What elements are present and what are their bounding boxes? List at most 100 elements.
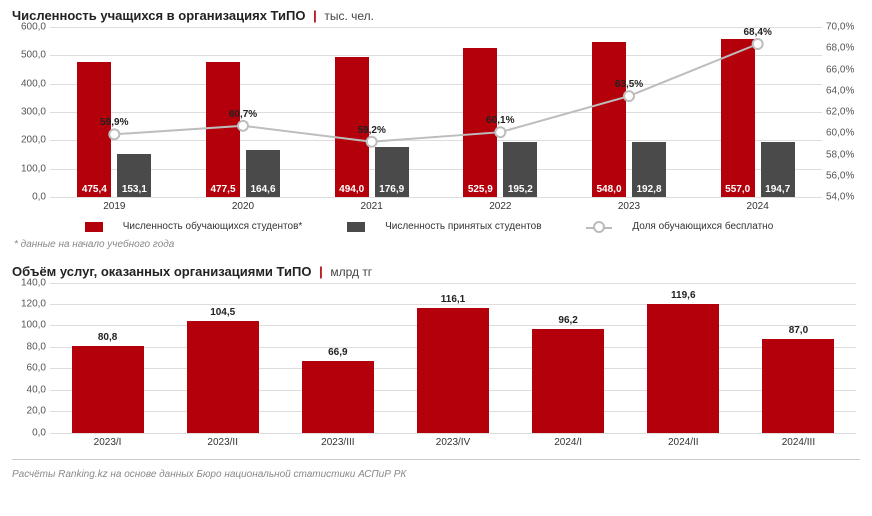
y-left-tick: 140,0	[12, 277, 46, 288]
bar-value: 176,9	[375, 184, 409, 195]
x-label: 2023/III	[321, 437, 354, 448]
y-left-tick: 20,0	[12, 406, 46, 417]
chart2-plot: 80,8 104,5 66,9 116,1 96,2 119,6 87,0	[50, 283, 856, 434]
bar-volume: 80,8	[72, 346, 144, 433]
bar-value: 194,7	[761, 184, 795, 195]
bar-group: 475,4 153,1	[77, 62, 151, 197]
bar-value: 475,4	[77, 184, 111, 195]
bar-value: 87,0	[762, 325, 834, 336]
y-left-tick: 100,0	[12, 163, 46, 174]
y-right-tick: 66,0%	[826, 64, 860, 75]
bar-volume: 87,0	[762, 339, 834, 432]
gridline	[50, 169, 822, 170]
x-label: 2023	[618, 201, 640, 212]
bar-studying: 475,4	[77, 62, 111, 197]
x-label: 2024	[747, 201, 769, 212]
chart2-title: Объём услуг, оказанных организациями ТиП…	[12, 264, 311, 279]
bar-volume: 96,2	[532, 329, 604, 432]
bar-volume: 116,1	[417, 308, 489, 432]
bar-value: 557,0	[721, 184, 755, 195]
chart1-title: Численность учащихся в организациях ТиПО	[12, 8, 305, 23]
y-right-tick: 54,0%	[826, 192, 860, 203]
footer-divider: Расчёты Ranking.kz на основе данных Бюро…	[12, 459, 860, 482]
gridline	[50, 55, 822, 56]
bar-value: 494,0	[335, 184, 369, 195]
y-left-tick: 300,0	[12, 107, 46, 118]
gridline	[50, 433, 856, 434]
bar-admitted: 176,9	[375, 147, 409, 197]
bar-value: 96,2	[532, 315, 604, 326]
bar-volume: 104,5	[187, 321, 259, 433]
bar-value: 195,2	[503, 184, 537, 195]
bar-volume: 119,6	[647, 304, 719, 432]
x-label: 2024/II	[668, 437, 699, 448]
y-left-tick: 40,0	[12, 384, 46, 395]
bar-admitted: 164,6	[246, 150, 280, 197]
x-label: 2024/I	[554, 437, 582, 448]
x-label: 2022	[489, 201, 511, 212]
y-right-tick: 64,0%	[826, 85, 860, 96]
chart1-unit: тыс. чел.	[324, 9, 374, 23]
bar-value: 116,1	[417, 294, 489, 305]
x-label: 2023/I	[94, 437, 122, 448]
gridline	[50, 197, 822, 198]
chart2-unit: млрд тг	[330, 265, 372, 279]
chart2-xaxis: 2023/I 2023/II 2023/III 2023/IV 2024/I 2024/I…	[50, 435, 856, 453]
chart1-plot: 475,4 153,1 477,5 164,6 494,0 176,9 525,9 195,2…	[50, 27, 822, 198]
footer-text: Расчёты Ranking.kz на основе данных Бюро…	[12, 469, 406, 480]
chart1-xaxis: 201920202021202220232024	[50, 199, 822, 217]
y-left-tick: 0,0	[12, 192, 46, 203]
bar-admitted: 194,7	[761, 142, 795, 197]
chart1-yaxis-left: 0,0100,0200,0300,0400,0500,0600,0	[12, 27, 46, 197]
legend-item-free: Доля обучающихся бесплатно	[586, 221, 787, 232]
x-label: 2019	[103, 201, 125, 212]
bar-value: 477,5	[206, 184, 240, 195]
bar-value: 104,5	[187, 307, 259, 318]
bar-value: 164,6	[246, 184, 280, 195]
y-right-tick: 68,0%	[826, 43, 860, 54]
trend-label: 63,5%	[615, 79, 643, 90]
x-label: 2023/II	[207, 437, 238, 448]
bar-group: 548,0 192,8	[592, 42, 666, 197]
bar-admitted: 192,8	[632, 142, 666, 197]
bar-value: 192,8	[632, 184, 666, 195]
chart2: 0,020,040,060,080,0100,0120,0140,0 80,81…	[12, 283, 860, 453]
chart1-legend: Численность обучающихся студентов* Числе…	[12, 221, 860, 235]
y-left-tick: 500,0	[12, 50, 46, 61]
bar-volume: 66,9	[302, 361, 374, 433]
chart1: 0,0100,0200,0300,0400,0500,0600,0 54,0% 5…	[12, 27, 860, 217]
gridline	[50, 140, 822, 141]
bar-value: 548,0	[592, 184, 626, 195]
y-right-tick: 70,0%	[826, 22, 860, 33]
y-right-tick: 56,0%	[826, 170, 860, 181]
trend-label: 60,1%	[486, 115, 514, 126]
gridline	[50, 112, 822, 113]
bar-studying: 557,0	[721, 39, 755, 197]
bar-studying: 477,5	[206, 62, 240, 197]
bar-admitted: 195,2	[503, 142, 537, 197]
y-left-tick: 0,0	[12, 427, 46, 438]
bar-group: 477,5 164,6	[206, 62, 280, 197]
chart1-title-row: Численность учащихся в организациях ТиПО…	[12, 8, 860, 23]
legend-item-admitted: Численность принятых студентов	[347, 221, 556, 232]
x-label: 2023/IV	[436, 437, 470, 448]
trend-label: 68,4%	[743, 27, 771, 38]
bar-admitted: 153,1	[117, 154, 151, 197]
x-label: 2021	[361, 201, 383, 212]
y-left-tick: 600,0	[12, 22, 46, 33]
gridline	[50, 27, 822, 28]
chart2-yaxis-left: 0,020,040,060,080,0100,0120,0140,0	[12, 283, 46, 433]
gridline	[50, 84, 822, 85]
trend-label: 59,2%	[357, 125, 385, 136]
trend-label: 59,9%	[100, 117, 128, 128]
y-left-tick: 100,0	[12, 320, 46, 331]
y-right-tick: 58,0%	[826, 149, 860, 160]
y-right-tick: 62,0%	[826, 107, 860, 118]
bar-value: 80,8	[72, 332, 144, 343]
bar-value: 153,1	[117, 184, 151, 195]
chart1-footnote: * данные на начало учебного года	[14, 239, 860, 250]
bar-value: 525,9	[463, 184, 497, 195]
gridline	[50, 283, 856, 284]
bar-value: 119,6	[647, 290, 719, 301]
chart2-sep: |	[315, 264, 327, 279]
